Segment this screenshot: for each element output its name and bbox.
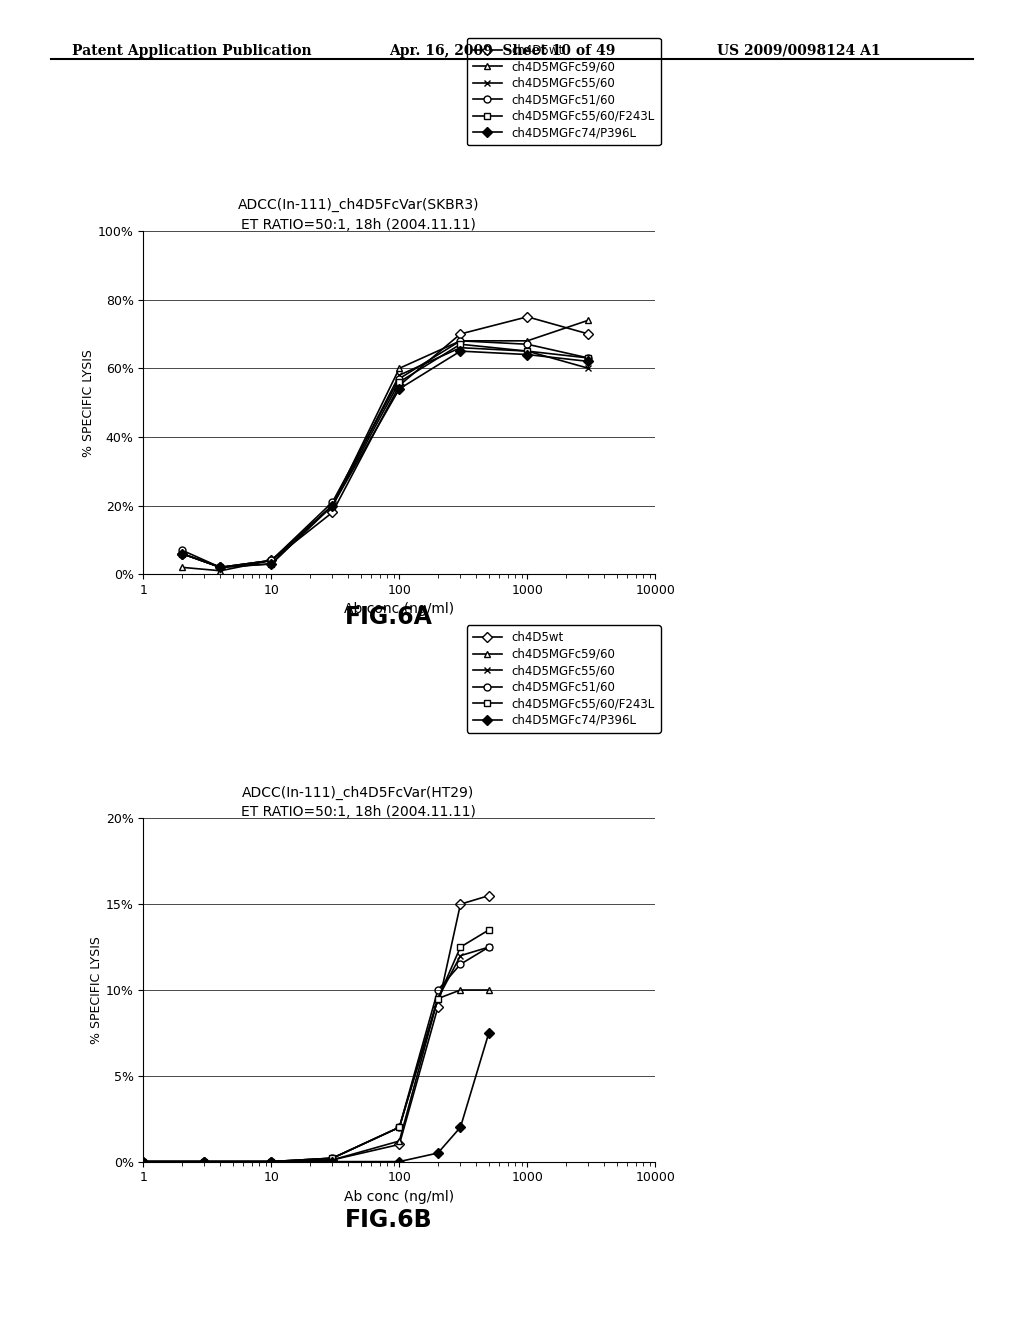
ch4D5MGFc59/60 bbox=[214, 562, 226, 578]
ch4D5MGFc59/60 bbox=[393, 1133, 406, 1148]
ch4D5MGFc55/60 bbox=[482, 940, 495, 956]
ch4D5MGFc59/60 bbox=[327, 1152, 339, 1168]
ch4D5MGFc55/60/F243L bbox=[432, 990, 444, 1006]
ch4D5MGFc59/60 bbox=[393, 360, 406, 376]
ch4D5MGFc55/60 bbox=[393, 367, 406, 383]
ch4D5MGFc51/60 bbox=[265, 1154, 278, 1170]
ch4D5MGFc59/60 bbox=[176, 560, 188, 576]
ch4D5MGFc51/60 bbox=[521, 337, 534, 352]
ch4D5MGFc55/60/F243L bbox=[482, 921, 495, 937]
ch4D5MGFc74/P396L bbox=[327, 498, 339, 513]
ch4D5wt bbox=[327, 1152, 339, 1168]
ch4D5MGFc55/60 bbox=[199, 1154, 211, 1170]
ch4D5MGFc51/60 bbox=[327, 494, 339, 510]
ch4D5wt bbox=[393, 1137, 406, 1152]
ch4D5MGFc55/60/F243L bbox=[393, 374, 406, 389]
Text: FIG.6B: FIG.6B bbox=[345, 1208, 433, 1232]
Line: ch4D5MGFc55/60: ch4D5MGFc55/60 bbox=[140, 944, 493, 1166]
ch4D5MGFc59/60 bbox=[265, 553, 278, 569]
X-axis label: Ab conc (ng/ml): Ab conc (ng/ml) bbox=[344, 602, 455, 616]
ch4D5MGFc51/60 bbox=[455, 333, 467, 348]
Line: ch4D5MGFc74/P396L: ch4D5MGFc74/P396L bbox=[140, 1030, 493, 1166]
ch4D5MGFc74/P396L bbox=[214, 560, 226, 576]
ch4D5MGFc51/60 bbox=[583, 350, 595, 366]
ch4D5MGFc74/P396L bbox=[137, 1154, 150, 1170]
ch4D5MGFc55/60/F243L bbox=[393, 1119, 406, 1135]
ch4D5wt bbox=[455, 326, 467, 342]
Line: ch4D5MGFc55/60/F243L: ch4D5MGFc55/60/F243L bbox=[140, 927, 493, 1166]
ch4D5MGFc74/P396L bbox=[327, 1154, 339, 1170]
ch4D5MGFc55/60/F243L bbox=[327, 498, 339, 513]
ch4D5wt bbox=[327, 504, 339, 520]
ch4D5MGFc55/60/F243L bbox=[214, 560, 226, 576]
ch4D5wt bbox=[482, 887, 495, 903]
ch4D5MGFc74/P396L bbox=[455, 1119, 467, 1135]
Line: ch4D5MGFc55/60/F243L: ch4D5MGFc55/60/F243L bbox=[178, 341, 592, 570]
ch4D5MGFc59/60 bbox=[199, 1154, 211, 1170]
ch4D5wt bbox=[265, 553, 278, 569]
ch4D5MGFc59/60 bbox=[137, 1154, 150, 1170]
Y-axis label: % SPECIFIC LYSIS: % SPECIFIC LYSIS bbox=[82, 348, 95, 457]
ch4D5MGFc55/60/F243L bbox=[455, 940, 467, 956]
ch4D5MGFc74/P396L bbox=[583, 354, 595, 370]
ch4D5MGFc55/60/F243L bbox=[199, 1154, 211, 1170]
Text: ADCC(In-111)_ch4D5FcVar(HT29)
ET RATIO=50:1, 18h (2004.11.11): ADCC(In-111)_ch4D5FcVar(HT29) ET RATIO=5… bbox=[241, 785, 476, 818]
ch4D5MGFc74/P396L bbox=[432, 1144, 444, 1162]
ch4D5MGFc51/60 bbox=[137, 1154, 150, 1170]
ch4D5MGFc51/60 bbox=[327, 1150, 339, 1166]
ch4D5wt bbox=[521, 309, 534, 325]
ch4D5MGFc59/60 bbox=[521, 333, 534, 348]
ch4D5MGFc55/60/F243L bbox=[137, 1154, 150, 1170]
ch4D5MGFc59/60 bbox=[455, 982, 467, 998]
ch4D5MGFc55/60 bbox=[583, 360, 595, 376]
ch4D5MGFc74/P396L bbox=[521, 347, 534, 363]
ch4D5MGFc51/60 bbox=[393, 371, 406, 387]
ch4D5wt bbox=[214, 560, 226, 576]
Text: US 2009/0098124 A1: US 2009/0098124 A1 bbox=[717, 44, 881, 58]
ch4D5MGFc74/P396L bbox=[455, 343, 467, 359]
Line: ch4D5wt: ch4D5wt bbox=[140, 892, 493, 1166]
ch4D5MGFc55/60/F243L bbox=[327, 1150, 339, 1166]
ch4D5wt bbox=[137, 1154, 150, 1170]
Text: Apr. 16, 2009  Sheet 10 of 49: Apr. 16, 2009 Sheet 10 of 49 bbox=[389, 44, 615, 58]
Line: ch4D5MGFc51/60: ch4D5MGFc51/60 bbox=[178, 338, 592, 570]
ch4D5MGFc51/60 bbox=[455, 956, 467, 972]
Line: ch4D5MGFc51/60: ch4D5MGFc51/60 bbox=[140, 944, 493, 1166]
Text: ADCC(In-111)_ch4D5FcVar(SKBR3)
ET RATIO=50:1, 18h (2004.11.11): ADCC(In-111)_ch4D5FcVar(SKBR3) ET RATIO=… bbox=[238, 198, 479, 231]
ch4D5MGFc55/60 bbox=[176, 545, 188, 561]
ch4D5MGFc55/60 bbox=[455, 339, 467, 355]
Line: ch4D5MGFc59/60: ch4D5MGFc59/60 bbox=[140, 986, 493, 1166]
ch4D5wt bbox=[393, 378, 406, 393]
Line: ch4D5MGFc74/P396L: ch4D5MGFc74/P396L bbox=[178, 347, 592, 570]
Line: ch4D5MGFc55/60: ch4D5MGFc55/60 bbox=[178, 345, 592, 570]
ch4D5MGFc55/60 bbox=[521, 343, 534, 359]
ch4D5MGFc74/P396L bbox=[265, 1154, 278, 1170]
ch4D5wt bbox=[265, 1154, 278, 1170]
ch4D5MGFc55/60 bbox=[393, 1119, 406, 1135]
ch4D5wt bbox=[583, 326, 595, 342]
ch4D5MGFc55/60/F243L bbox=[455, 337, 467, 352]
ch4D5MGFc59/60 bbox=[482, 982, 495, 998]
ch4D5MGFc55/60/F243L bbox=[521, 343, 534, 359]
ch4D5MGFc55/60/F243L bbox=[583, 350, 595, 366]
Text: FIG.6A: FIG.6A bbox=[345, 605, 433, 628]
ch4D5wt bbox=[199, 1154, 211, 1170]
ch4D5MGFc51/60 bbox=[199, 1154, 211, 1170]
ch4D5wt bbox=[176, 545, 188, 561]
ch4D5MGFc55/60/F243L bbox=[176, 545, 188, 561]
Line: ch4D5MGFc59/60: ch4D5MGFc59/60 bbox=[178, 317, 592, 574]
ch4D5MGFc59/60 bbox=[583, 313, 595, 329]
Line: ch4D5wt: ch4D5wt bbox=[178, 313, 592, 570]
Legend: ch4D5wt, ch4D5MGFc59/60, ch4D5MGFc55/60, ch4D5MGFc51/60, ch4D5MGFc55/60/F243L, c: ch4D5wt, ch4D5MGFc59/60, ch4D5MGFc55/60,… bbox=[467, 38, 660, 145]
X-axis label: Ab conc (ng/ml): Ab conc (ng/ml) bbox=[344, 1189, 455, 1204]
ch4D5MGFc51/60 bbox=[432, 982, 444, 998]
ch4D5MGFc51/60 bbox=[393, 1119, 406, 1135]
ch4D5MGFc74/P396L bbox=[265, 556, 278, 572]
Text: Patent Application Publication: Patent Application Publication bbox=[72, 44, 311, 58]
ch4D5MGFc51/60 bbox=[265, 553, 278, 569]
ch4D5MGFc55/60 bbox=[265, 553, 278, 569]
Legend: ch4D5wt, ch4D5MGFc59/60, ch4D5MGFc55/60, ch4D5MGFc51/60, ch4D5MGFc55/60/F243L, c: ch4D5wt, ch4D5MGFc59/60, ch4D5MGFc55/60,… bbox=[467, 626, 660, 733]
ch4D5MGFc74/P396L bbox=[199, 1154, 211, 1170]
ch4D5MGFc55/60 bbox=[327, 1150, 339, 1166]
ch4D5MGFc55/60 bbox=[137, 1154, 150, 1170]
